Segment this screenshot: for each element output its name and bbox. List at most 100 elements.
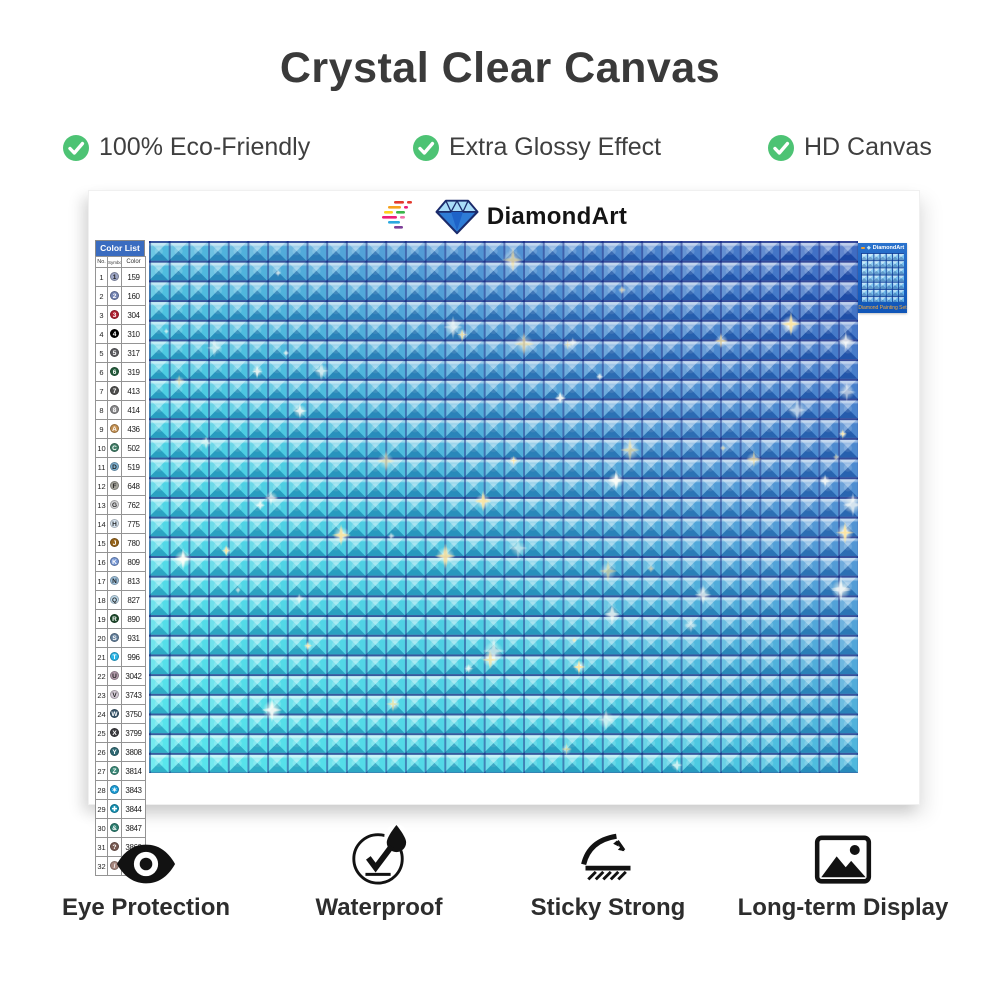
color-row-symbol: J <box>107 533 122 553</box>
color-row-code: 159 <box>121 267 146 287</box>
color-list-row: 28 ✶ 3843 <box>95 780 146 800</box>
color-row-symbol: H <box>107 514 122 534</box>
color-list-row: 14 H 775 <box>95 514 146 534</box>
color-row-number: 10 <box>95 438 108 458</box>
rainbow-streaks-icon <box>381 201 412 229</box>
sparkle-glint <box>832 453 840 461</box>
color-row-number: 16 <box>95 552 108 572</box>
sticky-strong-icon <box>581 833 631 881</box>
color-swatch-dot: Z <box>110 766 119 776</box>
color-list-row: 25 X 3799 <box>95 723 146 743</box>
color-swatch-dot: 2 <box>110 291 119 301</box>
color-list-row: 19 R 890 <box>95 609 146 629</box>
color-swatch-dot: ✚ <box>110 804 119 814</box>
sparkle-glint <box>251 366 263 378</box>
color-row-symbol: F <box>107 476 122 496</box>
sparkle-glint <box>836 523 855 542</box>
color-row-number: 26 <box>95 742 108 762</box>
color-swatch-dot: U <box>110 671 119 681</box>
color-row-number: 8 <box>95 400 108 420</box>
color-row-number: 28 <box>95 780 108 800</box>
color-row-code: 304 <box>121 305 146 325</box>
sparkle-glint <box>456 329 468 341</box>
color-row-number: 21 <box>95 647 108 667</box>
brand-name: DiamondArt <box>486 203 628 230</box>
color-list-row: 4 4 310 <box>95 324 146 344</box>
column-header-color: Color <box>121 256 146 268</box>
sparkle-glint <box>620 440 640 460</box>
check-icon <box>413 134 439 161</box>
color-row-code: 310 <box>121 324 146 344</box>
feature-hd-canvas: HD Canvas <box>767 133 932 162</box>
sparkle-glint <box>596 372 604 381</box>
color-row-code: 3843 <box>121 780 146 800</box>
sparkle-glint <box>206 340 222 356</box>
color-swatch-dot: ? <box>110 842 119 852</box>
mini-diamond-icon: ◆ <box>866 244 871 251</box>
color-list-table: No. Symbol Color 11159221603330444310553… <box>95 256 146 876</box>
footer-label: Eye Protection <box>61 894 231 921</box>
sparkle-glint <box>256 500 265 510</box>
color-row-number: 13 <box>95 495 108 515</box>
color-row-symbol: ✶ <box>107 780 122 800</box>
color-list-row: 26 Y 3808 <box>95 742 146 762</box>
color-row-code: 3808 <box>121 742 146 762</box>
sparkle-glint <box>555 392 566 404</box>
color-list-row: 11 D 519 <box>95 457 146 477</box>
sparkle-glint <box>607 472 625 489</box>
color-list-body: 1 1 159 2 2 160 3 3 304 4 4 310 5 5 317 6 6 319 7 7 413 8 8 414… <box>95 267 146 876</box>
sparkle-glint <box>221 545 232 556</box>
color-row-number: 24 <box>95 704 108 724</box>
waterproof-icon <box>352 824 409 885</box>
color-row-symbol: W <box>107 704 122 724</box>
sparkle-glint <box>720 445 727 452</box>
color-swatch-dot: W <box>110 709 119 719</box>
color-list-title: Color List <box>95 240 145 256</box>
sparkle-glint <box>163 328 169 335</box>
color-row-symbol: Q <box>107 590 122 610</box>
footer-long-term-display: Long-term Display <box>728 820 958 922</box>
sparkle-glint <box>435 546 456 567</box>
color-swatch-dot: K <box>110 557 119 567</box>
color-row-code: 319 <box>121 362 146 382</box>
color-swatch-dot: 3 <box>110 310 119 320</box>
color-swatch-dot: ✶ <box>110 785 119 795</box>
color-swatch-dot: Y <box>110 747 119 757</box>
sparkle-glint <box>275 270 282 276</box>
sparkle-glint <box>563 339 573 350</box>
sparkle-glint <box>647 565 655 573</box>
mini-streak-icon <box>860 247 865 249</box>
sparkle-glint <box>561 743 572 755</box>
color-list-row: 3 3 304 <box>95 305 146 325</box>
page-title: Crystal Clear Canvas <box>279 44 721 92</box>
color-list-row: 31? 3860 <box>95 837 146 857</box>
color-row-code: 996 <box>121 647 146 667</box>
color-swatch-dot: G <box>110 500 119 510</box>
sparkle-glint <box>502 249 523 270</box>
color-row-number: 15 <box>95 533 108 553</box>
color-list-row: 21 T 996 <box>95 647 146 667</box>
sparkle-glint <box>788 400 807 419</box>
color-swatch-dot: S <box>110 633 119 643</box>
footer-label: Sticky Strong <box>530 894 686 921</box>
sparkle-glint <box>295 594 304 604</box>
color-row-number: 7 <box>95 381 108 401</box>
color-list-row: 23 V 3743 <box>95 685 146 705</box>
corner-label-caption: Diamond Painting Set <box>858 305 907 311</box>
color-list-row: 5 5 317 <box>95 343 146 363</box>
corner-label-drill-swatch <box>861 253 904 302</box>
sparkle-glint <box>746 451 762 467</box>
color-row-code: 813 <box>121 571 146 591</box>
color-swatch-dot: F <box>110 481 119 491</box>
sparkle-glint <box>514 334 534 354</box>
corner-label-brand: ◆ DiamondArt <box>858 243 907 251</box>
sparkle-glint <box>819 475 831 487</box>
long-term-display-icon <box>814 835 872 884</box>
color-row-code: 413 <box>121 381 146 401</box>
sparkle-glint <box>837 332 854 349</box>
color-row-code: 648 <box>121 476 146 496</box>
footer-sticky-strong: Sticky Strong <box>493 820 723 922</box>
color-row-symbol: R <box>107 609 122 629</box>
color-swatch-dot: & <box>110 823 119 833</box>
